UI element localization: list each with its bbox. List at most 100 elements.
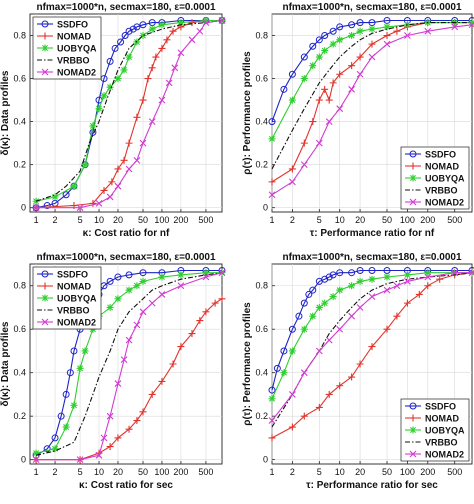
- data-point: [348, 282, 355, 289]
- data-point: [70, 402, 77, 409]
- data-point: [289, 347, 296, 354]
- y-tick-label: 0: [263, 203, 268, 213]
- x-tick-label: 20: [355, 467, 365, 477]
- y-tick-label: 0: [21, 203, 26, 213]
- y-tick-label: 0.4: [255, 368, 268, 378]
- legend-label: SSDFO: [425, 150, 456, 160]
- x-axis-label: τ: Performance ratio for nf: [310, 228, 435, 239]
- x-tick-label: 100: [400, 215, 415, 225]
- y-tick-label: 0.6: [13, 324, 26, 334]
- x-tick-label: 100: [154, 467, 169, 477]
- data-point: [177, 271, 184, 278]
- y-tick-label: 0.2: [13, 160, 26, 170]
- data-point: [269, 135, 276, 142]
- y-axis-label: δ(κ): Data profiles: [0, 70, 11, 155]
- y-tick-label: 0.4: [13, 368, 26, 378]
- x-tick-label: 20: [113, 215, 123, 225]
- data-point: [410, 175, 417, 182]
- x-axis-label: κ: Cost ratio for sec: [79, 480, 173, 491]
- data-point: [89, 122, 96, 129]
- y-axis-label: ρ(τ): Performance profiles: [242, 51, 253, 175]
- data-point: [101, 92, 108, 99]
- data-point: [107, 304, 114, 311]
- data-point: [33, 450, 40, 457]
- y-tick-label: 0.2: [255, 411, 268, 421]
- x-tick-label: 50: [138, 467, 148, 477]
- data-point: [70, 183, 77, 190]
- x-tick-label: 200: [173, 215, 188, 225]
- data-point: [96, 105, 103, 112]
- y-tick-label: 0.8: [255, 31, 268, 41]
- x-tick-label: 500: [447, 467, 462, 477]
- data-point: [321, 47, 328, 54]
- y-tick-label: 0.4: [255, 117, 268, 127]
- x-tick-label: 5: [78, 467, 83, 477]
- y-tick-label: 0.8: [13, 281, 26, 291]
- data-point: [52, 445, 59, 452]
- chart-title: nfmax=1000*n, secmax=180, ε=0.0001: [36, 2, 215, 13]
- data-point: [126, 287, 133, 294]
- data-point: [404, 271, 411, 278]
- legend-label: NOMAD: [57, 32, 91, 42]
- legend-label: NOMAD2: [425, 198, 464, 208]
- data-point: [316, 54, 323, 61]
- data-point: [42, 295, 49, 302]
- x-tick-label: 1: [34, 215, 39, 225]
- legend-label: SSDFO: [425, 402, 456, 412]
- x-tick-label: 1: [269, 215, 274, 225]
- data-point: [357, 278, 364, 285]
- data-point: [114, 295, 121, 302]
- legend-label: SSDFO: [57, 270, 88, 280]
- data-point: [330, 293, 337, 300]
- data-point: [121, 66, 128, 73]
- x-tick-label: 10: [94, 467, 104, 477]
- data-point: [133, 282, 140, 289]
- x-tick-label: 2: [53, 467, 58, 477]
- x-tick-label: 2: [290, 215, 295, 225]
- x-tick-label: 200: [420, 215, 435, 225]
- legend-label: SSDFO: [57, 20, 88, 30]
- y-tick-label: 0.8: [13, 31, 26, 41]
- x-tick-label: 50: [382, 215, 392, 225]
- legend-label: VRBBO: [57, 306, 90, 316]
- x-tick-label: 20: [113, 467, 123, 477]
- x-tick-label: 1: [269, 467, 274, 477]
- x-tick-label: 2: [290, 467, 295, 477]
- x-tick-label: 500: [447, 215, 462, 225]
- legend-label: NOMAD2: [57, 68, 96, 78]
- y-tick-label: 0.8: [255, 281, 268, 291]
- x-tick-label: 10: [94, 215, 104, 225]
- legend-label: NOMAD2: [57, 318, 96, 328]
- x-tick-label: 10: [335, 467, 345, 477]
- data-point: [330, 41, 337, 48]
- data-point: [114, 75, 121, 82]
- x-tick-label: 20: [355, 215, 365, 225]
- data-point: [82, 347, 89, 354]
- data-point: [309, 62, 316, 69]
- data-point: [301, 75, 308, 82]
- data-point: [336, 36, 343, 43]
- x-tick-label: 200: [420, 467, 435, 477]
- chart-title: nfmax=1000*n, secmax=180, ε=0.0001: [36, 252, 215, 263]
- x-tick-label: 100: [400, 467, 415, 477]
- x-axis-label: κ: Cost ratio for nf: [83, 228, 170, 239]
- x-tick-label: 200: [173, 467, 188, 477]
- data-point: [140, 278, 147, 285]
- data-point: [357, 28, 364, 35]
- y-tick-label: 0.6: [255, 74, 268, 84]
- data-point: [301, 326, 308, 333]
- y-tick-label: 0.6: [255, 324, 268, 334]
- data-point: [369, 26, 376, 33]
- legend-label: NOMAD: [425, 414, 459, 424]
- legend-label: UOBYQA: [57, 294, 97, 304]
- data-point: [63, 424, 70, 431]
- data-point: [316, 304, 323, 311]
- data-point: [369, 276, 376, 283]
- data-point: [309, 313, 316, 320]
- legend-label: UOBYQA: [425, 174, 465, 184]
